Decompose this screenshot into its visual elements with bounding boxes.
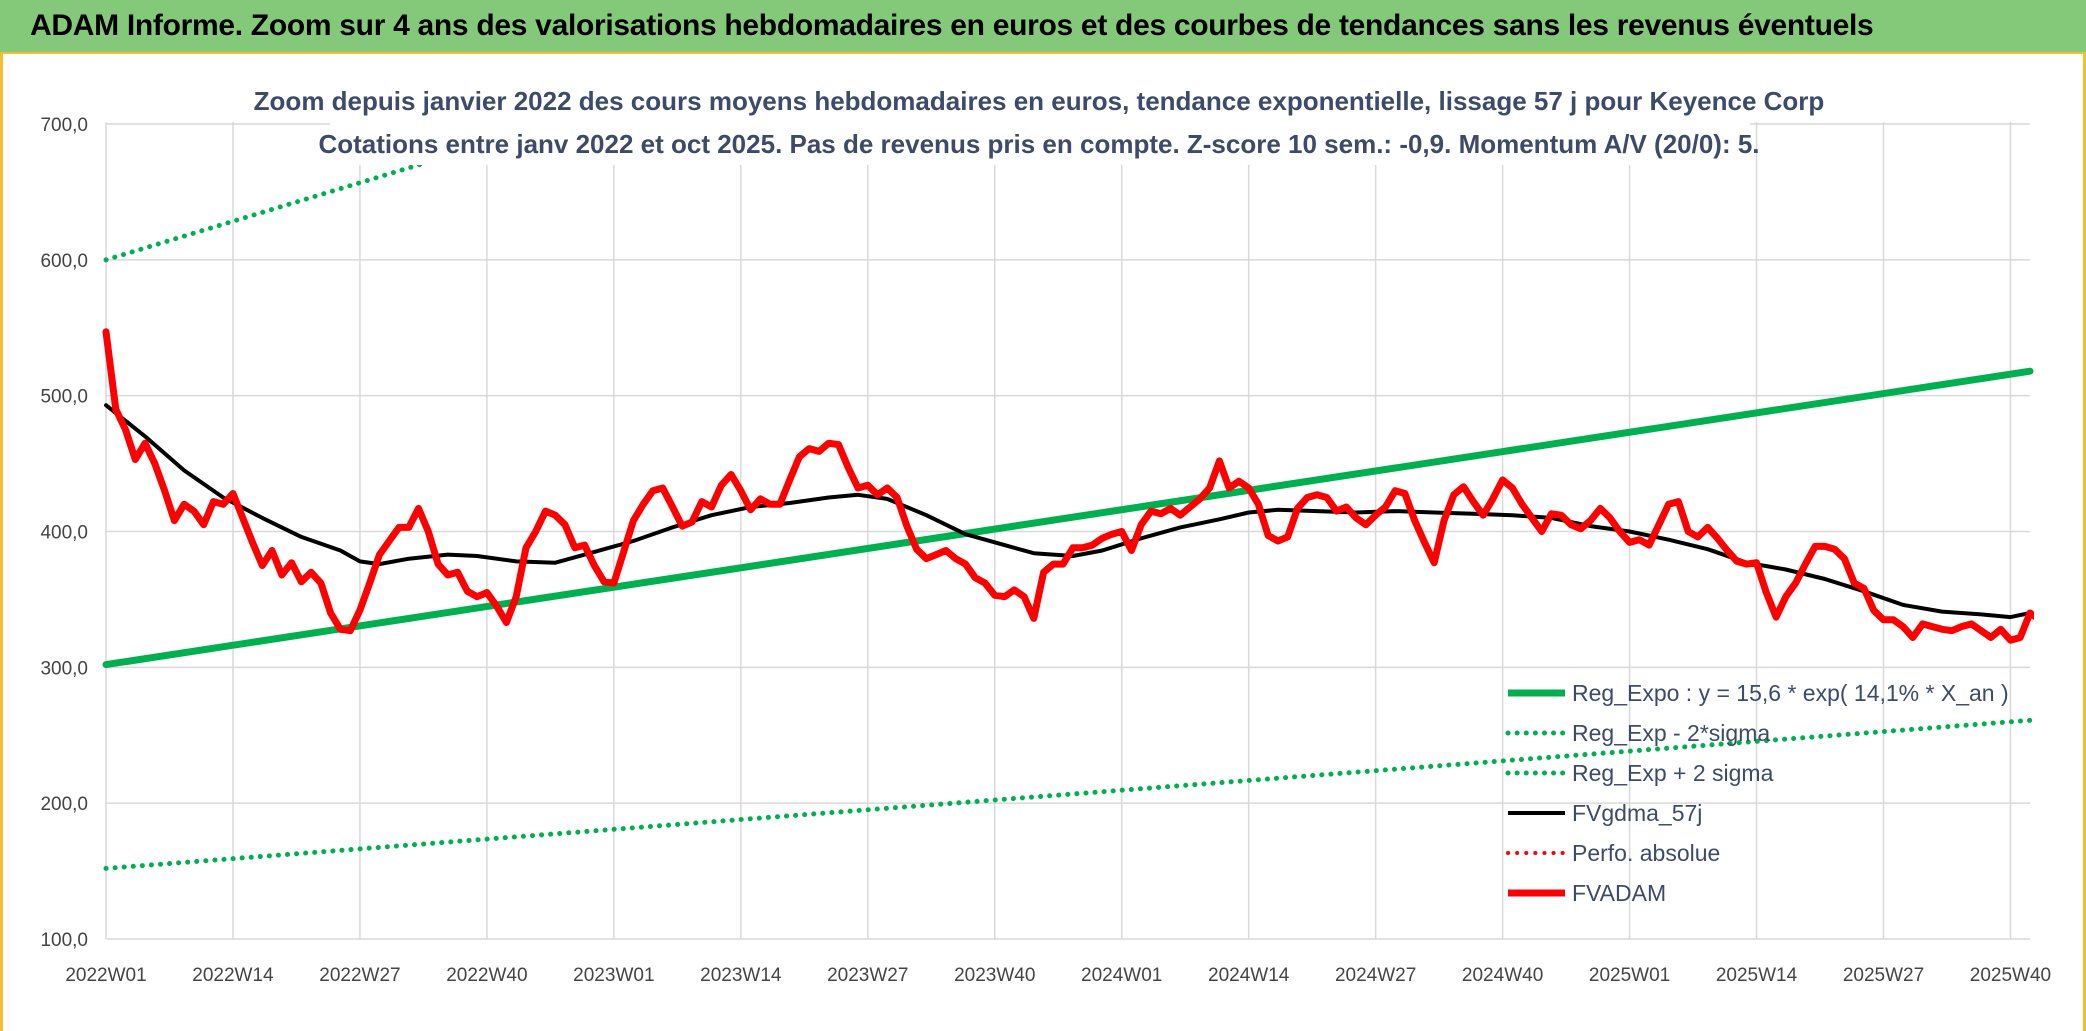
legend-fvgdma-label: FVgdma_57j (1572, 800, 1702, 826)
chart-subtitle: Cotations entre janv 2022 et oct 2025. P… (318, 129, 1759, 159)
x-tick-label: 2024W40 (1462, 965, 1543, 986)
legend-perfo-label: Perfo. absolue (1572, 840, 1720, 866)
legend-reg-exp-minus-label: Reg_Exp - 2*sigma (1572, 720, 1770, 746)
x-tick-label: 2023W01 (573, 965, 654, 986)
x-tick-label: 2024W01 (1081, 965, 1162, 986)
y-axis-ticks: 100,0 200,0 300,0 400,0 500,0 600,0 700,0 (40, 115, 88, 951)
chart-title: Zoom depuis janvier 2022 des cours moyen… (254, 86, 1825, 116)
x-tick-label: 2023W40 (954, 965, 1035, 986)
chart-titles: Zoom depuis janvier 2022 des cours moyen… (254, 80, 1825, 165)
series-layer (102, 120, 2034, 871)
y-tick-label: 700,0 (40, 115, 88, 136)
x-axis-ticks: 2022W01 2022W14 2022W27 2022W40 2023W01 2023W… (65, 965, 2051, 986)
legend-reg-exp-plus-label: Reg_Exp + 2 sigma (1572, 760, 1774, 786)
x-tick-label: 2024W27 (1335, 965, 1416, 986)
x-tick-label: 2025W27 (1843, 965, 1924, 986)
report-banner: ADAM Informe. Zoom sur 4 ans des valoris… (0, 0, 2086, 54)
y-tick-label: 200,0 (40, 794, 88, 815)
report-title: ADAM Informe. Zoom sur 4 ans des valoris… (30, 9, 1874, 42)
y-tick-label: 400,0 (40, 523, 88, 544)
fvgdma-57j-line (104, 403, 2032, 620)
x-tick-label: 2025W01 (1589, 965, 1670, 986)
y-tick-label: 100,0 (40, 930, 88, 951)
y-tick-label: 500,0 (40, 387, 88, 408)
x-tick-label: 2022W14 (192, 965, 274, 986)
title-background (330, 80, 1750, 165)
x-tick-label: 2025W14 (1716, 965, 1798, 986)
y-tick-label: 300,0 (40, 658, 88, 679)
legend: Reg_Expo : y = 15,6 * exp( 14,1% * X_an … (1505, 680, 2009, 906)
x-tick-label: 2023W27 (827, 965, 908, 986)
fvadam-line (102, 328, 2034, 644)
x-tick-label: 2022W40 (446, 965, 527, 986)
x-tick-label: 2022W01 (65, 965, 146, 986)
x-tick-label: 2025W40 (1970, 965, 2051, 986)
legend-fvadam-label: FVADAM (1572, 880, 1666, 906)
chart-frame (0, 54, 2086, 1031)
legend-reg-expo-label: Reg_Expo : y = 15,6 * exp( 14,1% * X_an … (1572, 680, 2009, 706)
x-tick-label: 2022W27 (319, 965, 400, 986)
x-tick-label: 2023W14 (700, 965, 782, 986)
reg-exp-minus-2sigma-line (103, 717, 2033, 871)
y-tick-label: 600,0 (40, 251, 88, 272)
reg-expo-line (102, 367, 2034, 669)
x-tick-label: 2024W14 (1208, 965, 1290, 986)
